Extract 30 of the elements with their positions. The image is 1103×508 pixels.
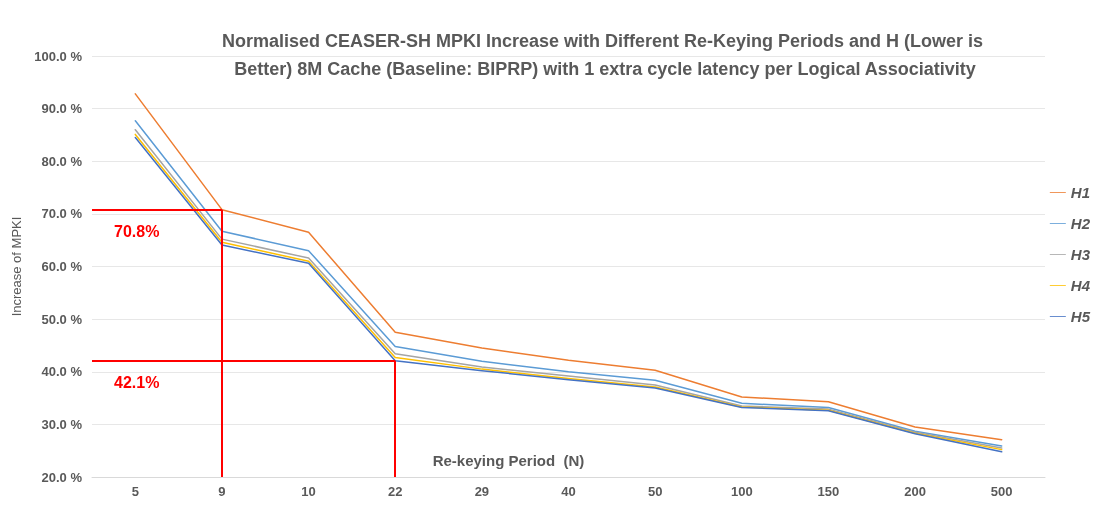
y-tick-label: 70.0 % bbox=[41, 206, 83, 222]
y-axis-title: Increase of MPKI bbox=[9, 216, 25, 317]
x-axis-title: Re-keying Period (N) bbox=[432, 452, 585, 469]
ref-line-label: 42.1% bbox=[114, 374, 160, 392]
x-tick-label: 50 bbox=[647, 484, 663, 499]
x-tick-label: 10 bbox=[301, 484, 316, 499]
x-tick-label: 40 bbox=[561, 484, 576, 499]
y-tick-label: 60.0 % bbox=[41, 259, 83, 274]
y-tick-label: 30.0 % bbox=[41, 416, 83, 432]
legend-label: H1 bbox=[1070, 184, 1091, 201]
y-tick-label: 100.0 % bbox=[34, 48, 83, 64]
x-tick-label: 5 bbox=[131, 484, 139, 499]
y-tick-label: 50.0 % bbox=[41, 311, 83, 327]
y-tick-label: 90.0 % bbox=[41, 101, 83, 117]
x-tick-label: 22 bbox=[387, 484, 403, 499]
ref-line-label: 70.8% bbox=[114, 223, 160, 241]
legend-label: H3 bbox=[1070, 246, 1091, 263]
legend-label: H2 bbox=[1070, 215, 1091, 232]
y-tick-label: 80.0 % bbox=[41, 153, 83, 169]
legend-label: H4 bbox=[1070, 277, 1091, 294]
legend-label: H5 bbox=[1070, 308, 1091, 325]
y-tick-label: 20.0 % bbox=[41, 469, 83, 485]
x-tick-label: 500 bbox=[990, 484, 1013, 499]
x-tick-label: 200 bbox=[904, 484, 926, 499]
x-tick-label: 100 bbox=[730, 484, 753, 499]
x-tick-label: 29 bbox=[474, 484, 490, 499]
chart-title: Normalised CEASER-SH MPKI Increase with Different Re-Keying Periods and H (Lower is Better) 8M Cache (Baseline: BIPRP) with 1 extra cycle latency per Logical Associativity bbox=[221, 31, 989, 79]
x-tick-label: 150 bbox=[817, 484, 840, 499]
y-tick-label: 40.0 % bbox=[41, 364, 83, 380]
x-tick-label: 9 bbox=[218, 484, 226, 499]
